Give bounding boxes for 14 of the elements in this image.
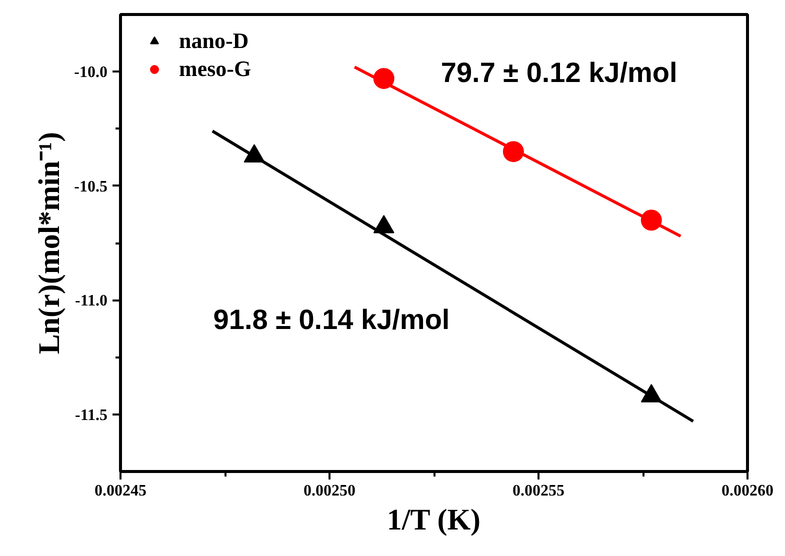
x-tick-label: 0.00260: [722, 482, 774, 500]
y-tick-label: -11.0: [75, 292, 108, 310]
y-tick-label: -10.0: [74, 64, 108, 82]
y-tick-label: -11.5: [75, 406, 108, 424]
annotation: 79.7 ± 0.12 kJ/mol: [440, 57, 678, 88]
x-tick-label: 0.00245: [94, 482, 146, 500]
x-tick-label: 0.00255: [512, 482, 564, 500]
legend-label: nano-D: [179, 28, 249, 54]
legend-label: meso-G: [179, 56, 252, 82]
y-axis-title: Ln(r)(mol*min⁻¹): [33, 132, 66, 354]
y-tick-label: -10.5: [74, 178, 108, 196]
x-axis-title: 1/T (K): [386, 504, 481, 536]
annotation: 91.8 ± 0.14 kJ/mol: [213, 304, 450, 335]
x-tick-label: 0.00250: [304, 482, 356, 500]
